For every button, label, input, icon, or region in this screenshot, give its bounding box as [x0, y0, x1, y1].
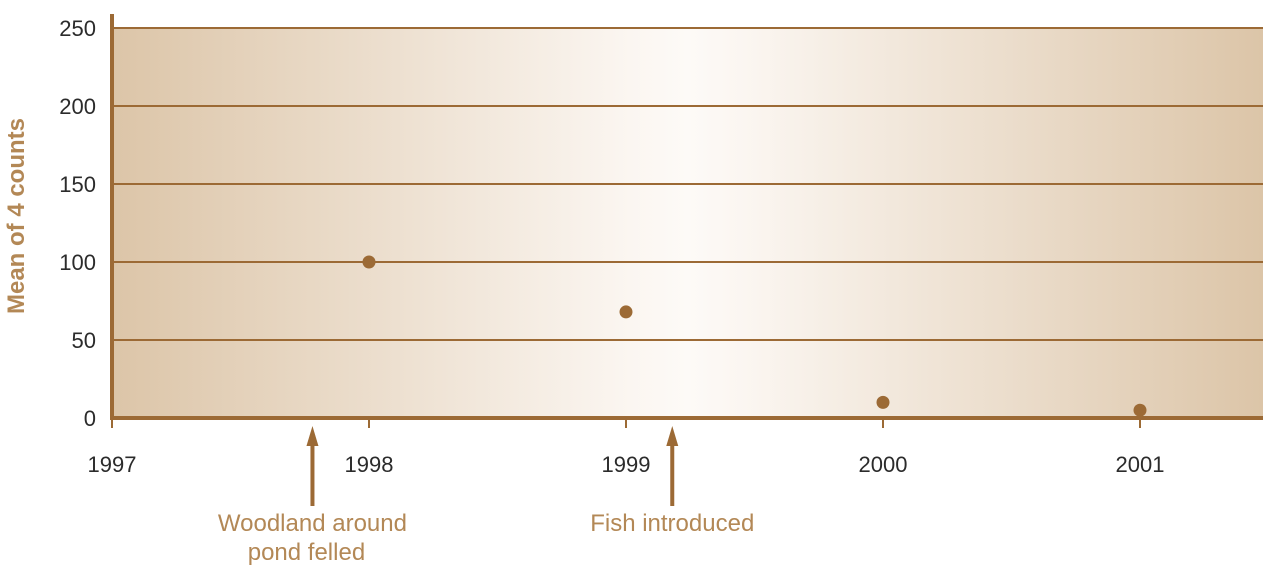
annotation-label: Fish introduced	[590, 510, 754, 537]
x-tick-label: 2000	[859, 452, 908, 477]
annotation-label: pond felled	[248, 539, 365, 566]
data-point-0	[362, 255, 376, 269]
data-point-2	[876, 395, 890, 409]
y-tick-label: 250	[59, 16, 96, 41]
data-point-3	[1133, 403, 1147, 417]
annotation-arrow-head	[306, 426, 319, 446]
annotation-arrow-head	[666, 426, 679, 446]
y-tick-label: 0	[84, 406, 96, 431]
annotation-label: Woodland around	[218, 510, 407, 537]
data-point-1	[619, 305, 633, 319]
x-tick-label: 1999	[602, 452, 651, 477]
y-tick-label: 200	[59, 94, 96, 119]
y-tick-label: 100	[59, 250, 96, 275]
x-tick-label: 1998	[345, 452, 394, 477]
x-tick-label: 2001	[1116, 452, 1165, 477]
plot-background	[112, 28, 1263, 418]
y-tick-label: 150	[59, 172, 96, 197]
y-axis-label: Mean of 4 counts	[3, 118, 30, 314]
x-tick-label: 1997	[88, 452, 137, 477]
y-tick-label: 50	[72, 328, 96, 353]
